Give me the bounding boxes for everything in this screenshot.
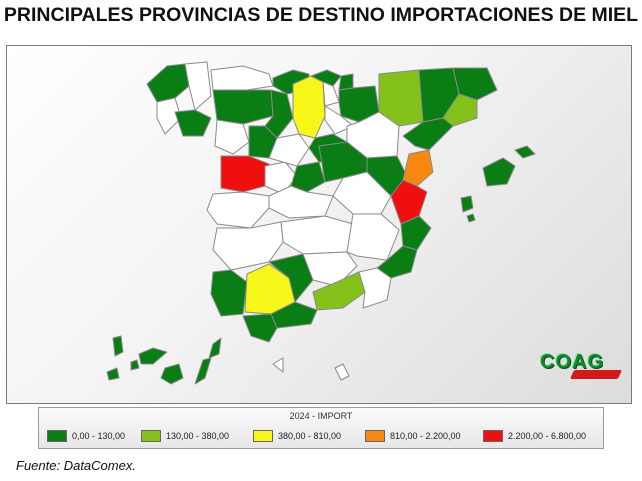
legend-item: 0,00 - 130,00 <box>47 430 141 442</box>
province-la-rioja[interactable] <box>324 105 354 135</box>
province-mallorca[interactable] <box>482 157 516 187</box>
page-title: PRINCIPALES PROVINCIAS DE DESTINO IMPORT… <box>3 4 639 26</box>
legend-items: 0,00 - 130,00 130,00 - 380,00 380,00 - 8… <box>47 430 601 442</box>
legend-swatch <box>253 430 273 442</box>
province-guipuzcoa[interactable] <box>338 73 354 91</box>
province-la-gomera[interactable] <box>130 359 140 371</box>
province-ceuta[interactable] <box>272 357 284 373</box>
province-el-hierro[interactable] <box>106 367 120 381</box>
province-ibiza[interactable] <box>460 195 474 213</box>
province-fuerteventura[interactable] <box>194 357 212 385</box>
province-ourense[interactable] <box>174 109 212 137</box>
province-zamora[interactable] <box>214 119 250 155</box>
province-castellon[interactable] <box>402 149 434 187</box>
coag-logo: COAG <box>540 351 624 381</box>
map-frame: COAG <box>6 45 632 404</box>
legend-swatch <box>47 430 67 442</box>
coag-logo-swoosh <box>569 370 623 379</box>
province-albacete[interactable] <box>346 213 400 261</box>
province-almeria[interactable] <box>358 267 392 309</box>
province-alava[interactable] <box>322 81 340 107</box>
province-tenerife[interactable] <box>138 347 168 365</box>
legend-swatch <box>365 430 385 442</box>
province-lugo[interactable] <box>184 61 212 111</box>
source-note: Fuente: DataComex. <box>16 458 136 473</box>
province-gran-canaria[interactable] <box>160 363 184 385</box>
province-huesca[interactable] <box>378 69 424 127</box>
province-badajoz[interactable] <box>212 221 284 271</box>
legend-swatch <box>483 430 503 442</box>
province-lanzarote[interactable] <box>208 337 222 359</box>
province-jaen[interactable] <box>302 251 358 287</box>
legend-label: 810,00 - 2.200,00 <box>390 431 461 441</box>
province-cadiz[interactable] <box>242 313 278 343</box>
legend-item: 130,00 - 380,00 <box>141 430 253 442</box>
province-cordoba[interactable] <box>268 253 314 303</box>
legend-label: 380,00 - 810,00 <box>278 431 342 441</box>
province-burgos[interactable] <box>292 75 326 139</box>
province-toledo[interactable] <box>268 185 334 219</box>
legend-item: 810,00 - 2.200,00 <box>365 430 483 442</box>
province-salamanca[interactable] <box>220 155 270 193</box>
province-pontevedra[interactable] <box>156 97 182 135</box>
province-leon[interactable] <box>212 89 274 125</box>
province-vizcaya[interactable] <box>310 69 342 87</box>
province-ciudad-real[interactable] <box>280 215 354 255</box>
province-madrid[interactable] <box>290 161 326 193</box>
map-legend: 2024 - IMPORT 0,00 - 130,00 130,00 - 380… <box>38 407 604 449</box>
legend-label: 2.200,00 - 6.800,00 <box>508 431 587 441</box>
province-barcelona[interactable] <box>442 93 478 127</box>
spain-map <box>106 61 536 385</box>
province-girona[interactable] <box>452 67 498 101</box>
legend-label: 0,00 - 130,00 <box>72 431 126 441</box>
province-avila[interactable] <box>264 161 298 195</box>
legend-item: 380,00 - 810,00 <box>253 430 365 442</box>
province-la-palma[interactable] <box>112 335 124 357</box>
province-formentera[interactable] <box>466 213 476 223</box>
province-menorca[interactable] <box>514 145 536 159</box>
legend-title: 2024 - IMPORT <box>289 411 353 421</box>
province-melilla[interactable] <box>334 363 350 381</box>
coag-logo-text: COAG <box>540 351 604 373</box>
province-caceres[interactable] <box>206 191 270 229</box>
province-a-coruna[interactable] <box>146 63 190 103</box>
legend-label: 130,00 - 380,00 <box>166 431 230 441</box>
legend-swatch <box>141 430 161 442</box>
province-huelva[interactable] <box>210 269 248 317</box>
legend-item: 2.200,00 - 6.800,00 <box>483 430 601 442</box>
province-asturias[interactable] <box>210 65 274 91</box>
province-alicante[interactable] <box>400 215 432 251</box>
